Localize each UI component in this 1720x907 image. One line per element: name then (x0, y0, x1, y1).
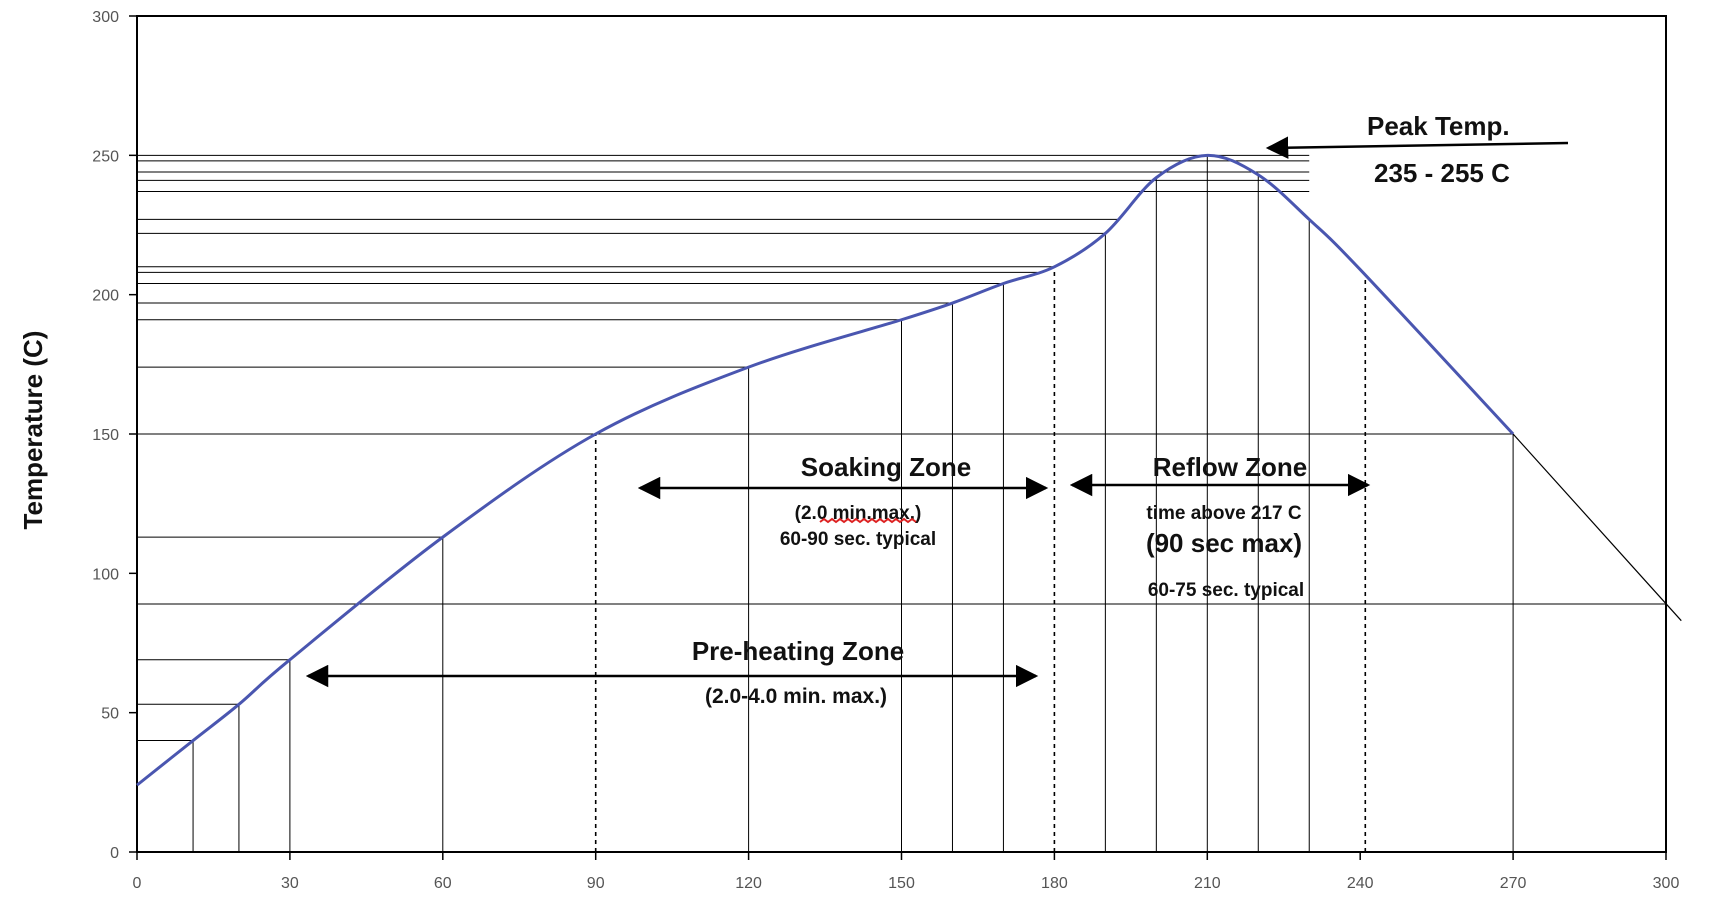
peak-range: 235 - 255 C (1374, 158, 1510, 188)
peak-arrow (1265, 136, 1569, 159)
reflow-zone-annotation: Reflow Zone time above 217 C (90 sec max… (1069, 452, 1371, 601)
reflow-line3: 60-75 sec. typical (1148, 580, 1304, 601)
preheat-title: Pre-heating Zone (692, 636, 904, 666)
y-tick-label: 200 (92, 288, 119, 305)
vertical-gridlines (192, 155, 1514, 852)
y-tick-label: 300 (92, 9, 119, 26)
reflow-line2: (90 sec max) (1146, 528, 1302, 558)
reflow-title: Reflow Zone (1153, 452, 1308, 482)
x-tick-label: 240 (1347, 875, 1374, 892)
x-tick-label: 30 (281, 875, 299, 892)
y-tick-label: 150 (92, 427, 119, 444)
cooling-extension-line (1512, 433, 1682, 622)
x-tick-label: 180 (1041, 875, 1068, 892)
x-tick-label: 0 (133, 875, 142, 892)
peak-annotation: Peak Temp. 235 - 255 C (1265, 111, 1569, 188)
temperature-profile-line (136, 153, 1515, 787)
soaking-title: Soaking Zone (801, 452, 971, 482)
x-tick-label: 90 (587, 875, 605, 892)
x-tick-label: 120 (735, 875, 762, 892)
y-tick-label: 0 (110, 845, 119, 862)
y-tick-label: 250 (92, 148, 119, 165)
x-tick-label: 270 (1500, 875, 1527, 892)
x-tick-label: 60 (434, 875, 452, 892)
y-axis-label: Temperature (C) (18, 331, 48, 530)
x-tick-label: 210 (1194, 875, 1221, 892)
zone-boundary-lines (594, 266, 1367, 852)
preheat-line1: (2.0-4.0 min. max.) (705, 685, 887, 708)
y-tick-label: 100 (92, 566, 119, 583)
preheat-zone-annotation: Pre-heating Zone (2.0-4.0 min. max.) (305, 636, 1039, 708)
x-axis-ticks: 0 30 60 90 120 150 180 210 240 270 300 (133, 852, 1680, 892)
soaking-line2: 60-90 sec. typical (780, 529, 936, 550)
spellcheck-squiggle (819, 517, 917, 524)
horizontal-gridlines (137, 154, 1666, 742)
soaking-line1: (2.0 min.max.) (795, 503, 922, 524)
y-tick-label: 50 (101, 706, 119, 723)
x-tick-label: 150 (888, 875, 915, 892)
soaking-zone-annotation: Soaking Zone (2.0 min.max.) 60-90 sec. t… (637, 452, 1049, 550)
reflow-line1: time above 217 C (1146, 503, 1302, 524)
peak-title: Peak Temp. (1367, 111, 1510, 141)
x-tick-label: 300 (1653, 875, 1680, 892)
y-axis-ticks: 0 50 100 150 200 250 300 (92, 9, 137, 862)
